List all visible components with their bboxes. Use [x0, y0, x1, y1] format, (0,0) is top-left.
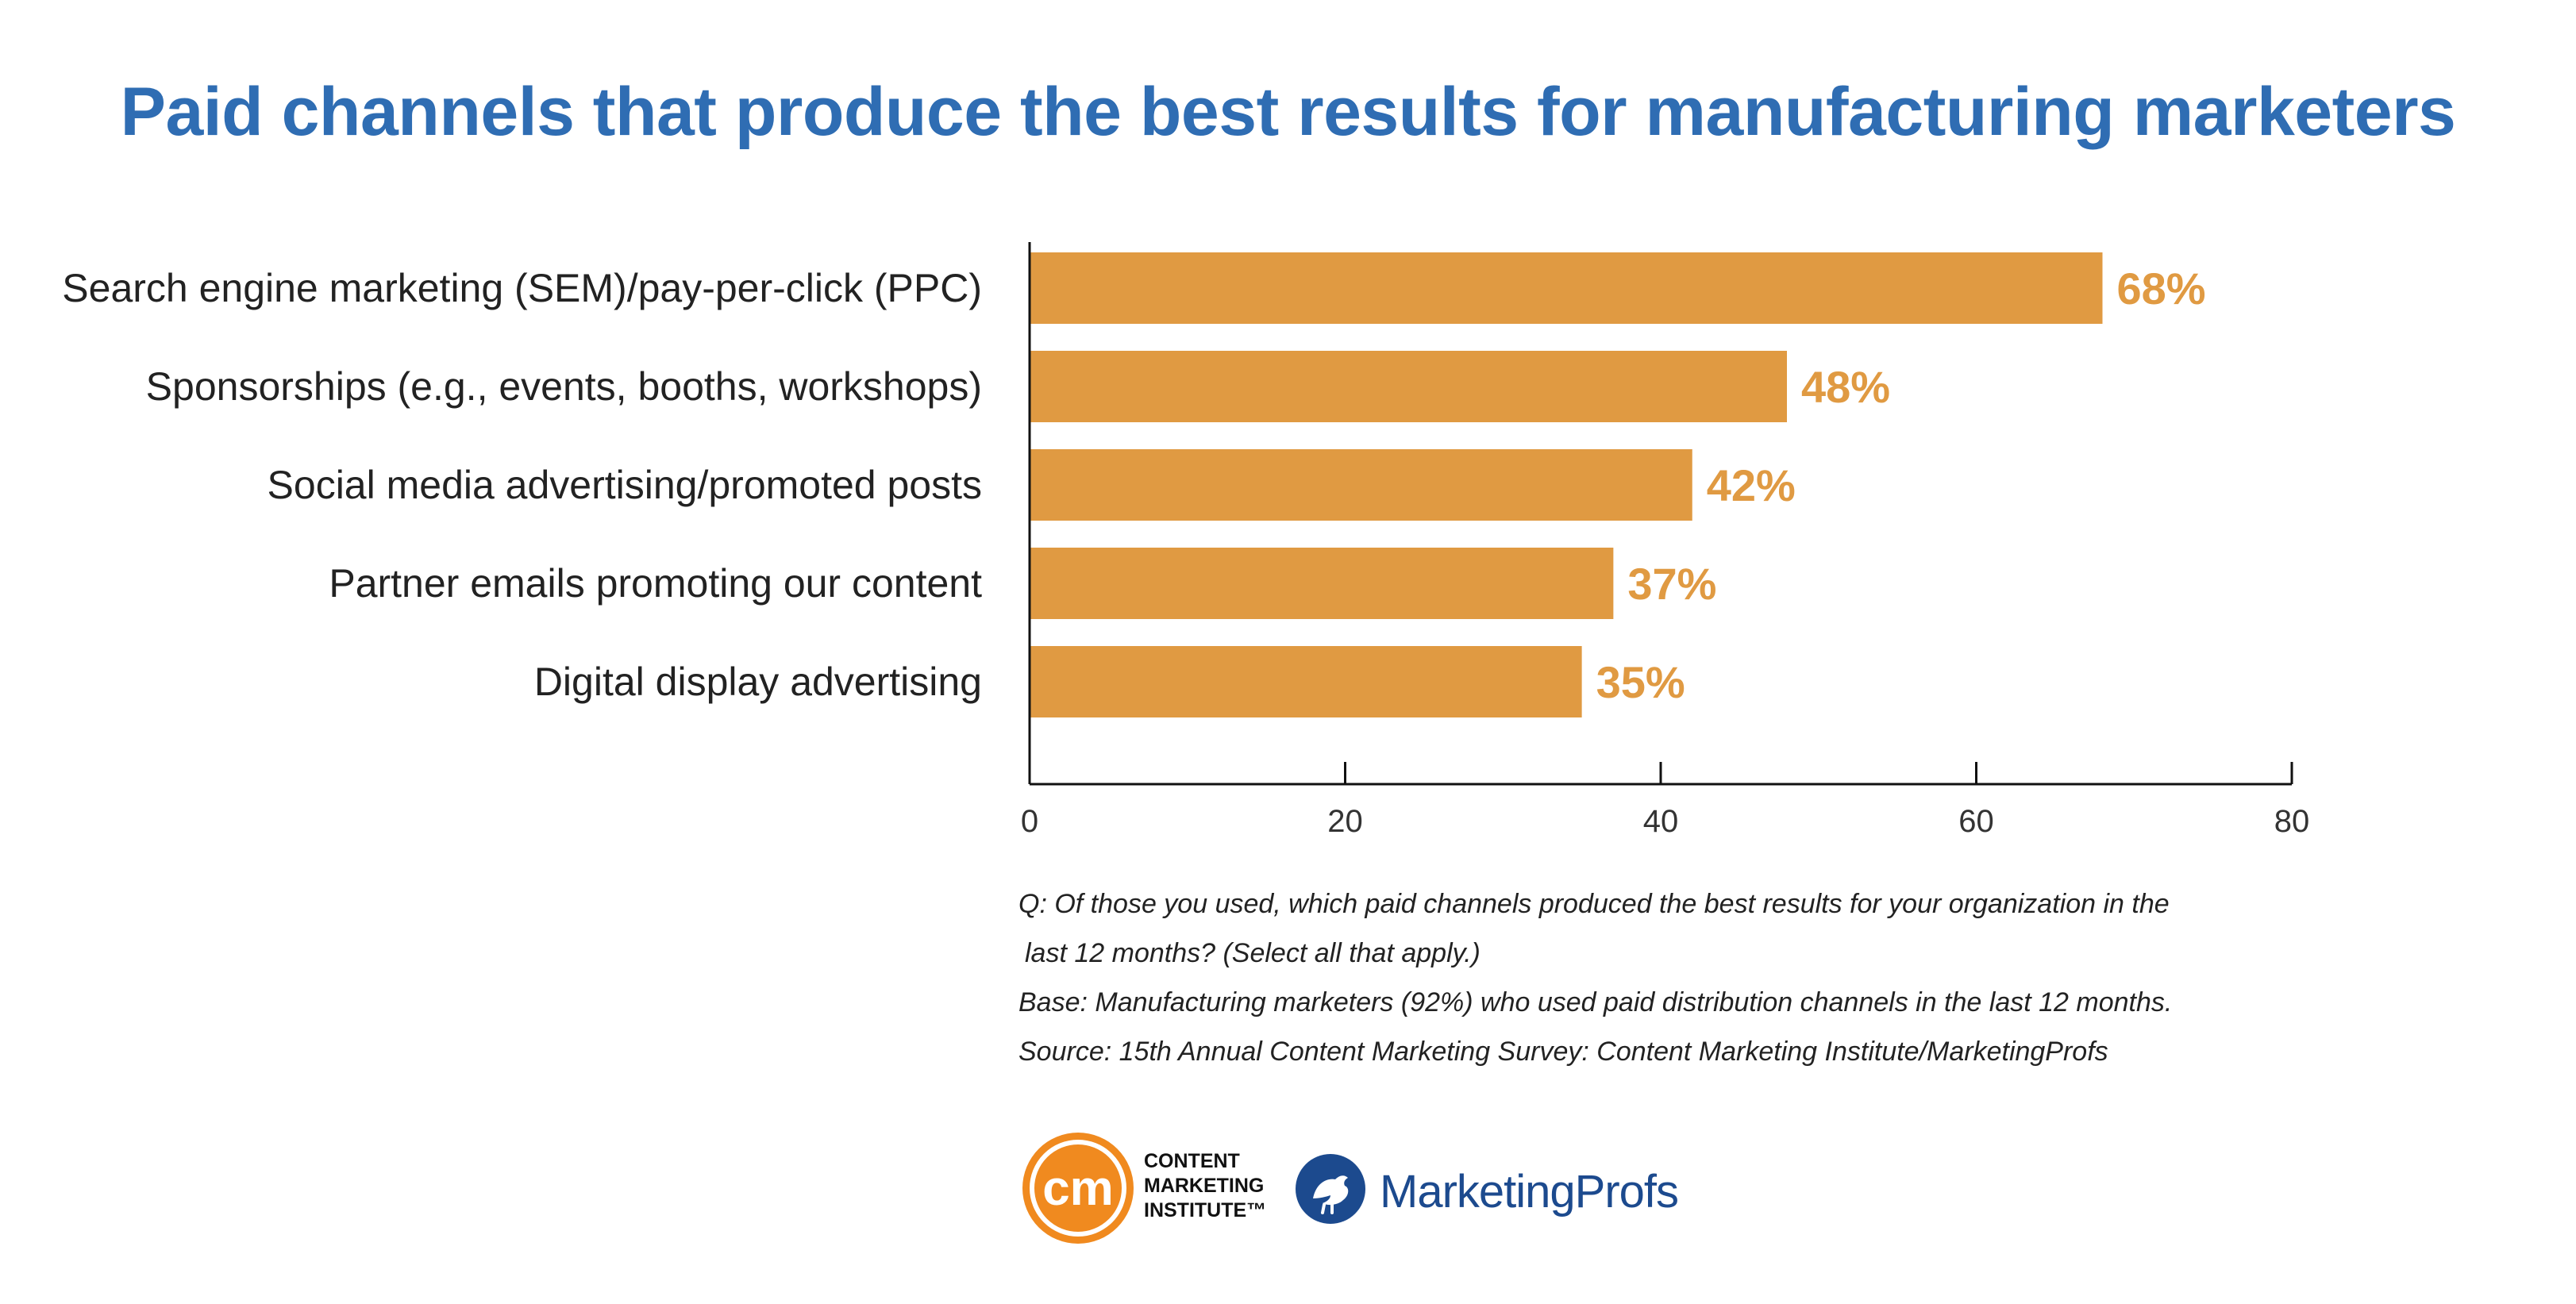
bar	[1030, 351, 1787, 422]
marketingprofs-rooster-icon	[1296, 1154, 1365, 1224]
x-axis: 0 20 40 60 80	[1021, 242, 2309, 839]
x-tick-label: 80	[2274, 804, 2310, 839]
value-label: 35%	[1596, 657, 1685, 707]
value-label: 68%	[2117, 263, 2206, 313]
base-note: Base: Manufacturing marketers (92%) who …	[1018, 987, 2173, 1017]
bar	[1030, 449, 1692, 521]
value-label: 48%	[1801, 362, 1890, 412]
cmi-logo: cm CONTENT MARKETING INSTITUTE™	[1018, 1127, 1384, 1254]
source-note: Source: 15th Annual Content Marketing Su…	[1018, 1037, 2108, 1067]
category-label: Sponsorships (e.g., events, booths, work…	[146, 364, 982, 409]
bars-layer: Search engine marketing (SEM)/pay-per-cl…	[62, 252, 2206, 717]
category-label: Partner emails promoting our content	[329, 561, 982, 606]
x-tick-label: 0	[1021, 804, 1038, 839]
chart-title: Paid channels that produce the best resu…	[120, 74, 2456, 150]
question-note-line-2: last 12 months? (Select all that apply.)	[1025, 938, 1481, 968]
chart-notes: Q: Of those you used, which paid channel…	[1018, 879, 2527, 1076]
x-tick-label: 20	[1327, 804, 1363, 839]
bar	[1030, 646, 1582, 717]
cmi-logo-mark: cm	[1042, 1161, 1114, 1216]
cmi-logo-text: CONTENT MARKETING INSTITUTE™	[1144, 1150, 1267, 1221]
category-label: Digital display advertising	[534, 660, 982, 704]
x-tick-label: 60	[1958, 804, 1994, 839]
bar	[1030, 252, 2103, 324]
category-label: Search engine marketing (SEM)/pay-per-cl…	[62, 266, 982, 310]
marketingprofs-logo: MarketingProfs	[1292, 1151, 1689, 1230]
category-label: Social media advertising/promoted posts	[268, 463, 982, 507]
value-label: 42%	[1707, 460, 1796, 510]
bar	[1030, 548, 1614, 619]
marketingprofs-logo-text: MarketingProfs	[1380, 1166, 1679, 1217]
value-label: 37%	[1627, 559, 1716, 609]
cmi-logo-icon: cm	[1022, 1133, 1134, 1244]
x-tick-label: 40	[1643, 804, 1679, 839]
question-note-line-1: Q: Of those you used, which paid channel…	[1018, 889, 2170, 919]
